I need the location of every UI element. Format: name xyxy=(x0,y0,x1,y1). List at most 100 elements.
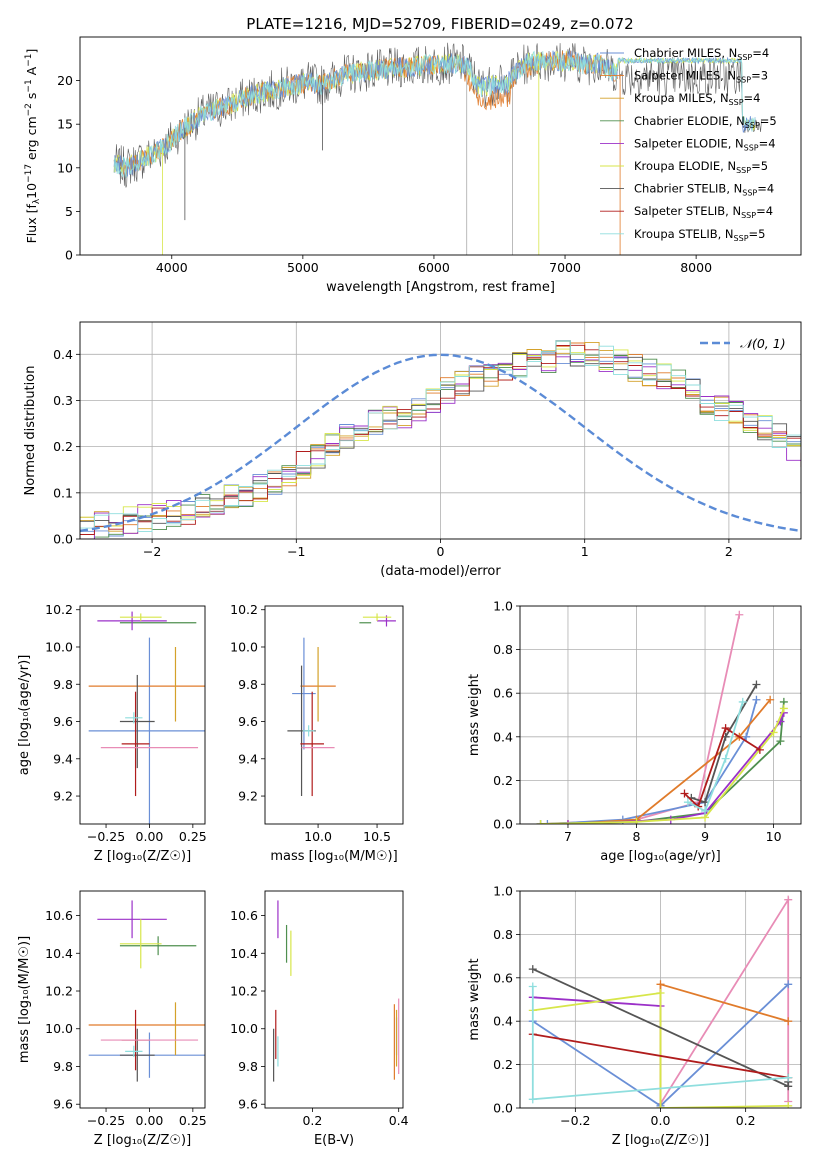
legend-eq: =4 xyxy=(759,136,776,150)
series-marker xyxy=(721,754,730,763)
y-tick-label: 9.4 xyxy=(53,751,73,766)
series-marker xyxy=(683,798,692,807)
y-label-part: A xyxy=(24,66,39,79)
x-tick-label: 10.0 xyxy=(304,829,332,844)
x-tick-label: −0.25 xyxy=(87,1113,125,1128)
y-label-part: erg cm xyxy=(24,116,39,164)
legend-sub: SSP xyxy=(737,53,752,62)
y-axis-label: Normed distribution xyxy=(23,366,38,496)
x-tick-label: 0.0 xyxy=(651,1113,671,1128)
y-tick-label: 0.1 xyxy=(53,485,73,500)
y-axis-label: age [log₁₀(age/yr)] xyxy=(17,655,32,776)
legend-entry: Salpeter ELODIE, NSSP=4 xyxy=(634,136,776,152)
plot-area-spectrum xyxy=(113,42,762,255)
x-tick-label: 1 xyxy=(581,544,589,559)
y-axis-label: mass weight xyxy=(467,674,482,756)
axes-frame xyxy=(519,890,802,1109)
plot-area-massweight-vs-Z xyxy=(520,891,801,1108)
y-tick-label: 1.0 xyxy=(493,884,513,899)
y-axis-label: mass [log₁₀(M/M☉)] xyxy=(17,936,32,1063)
series-line xyxy=(683,726,761,809)
axes-frame xyxy=(79,605,206,825)
y-label-part: −17 xyxy=(24,164,34,183)
y-tick-label: 0.4 xyxy=(493,729,513,744)
series-marker xyxy=(766,695,775,704)
x-axis-label: age [log₁₀(age/yr)] xyxy=(600,849,721,864)
x-tick-label: 5000 xyxy=(287,260,319,275)
x-tick-label: 6000 xyxy=(418,260,450,275)
legend-entry: Chabrier STELIB, NSSP=4 xyxy=(634,182,774,198)
series-marker xyxy=(769,728,778,737)
series-marker xyxy=(755,745,764,754)
legend-label: Chabrier STELIB, N xyxy=(634,182,742,196)
legend-label: Salpeter STELIB, N xyxy=(634,204,741,218)
y-tick-label: 9.8 xyxy=(53,677,73,692)
y-tick-label: 0.2 xyxy=(53,439,73,454)
legend-sub: SSP xyxy=(736,76,751,85)
legend-sub: SSP xyxy=(741,211,756,220)
y-tick-label: 10.0 xyxy=(230,639,258,654)
y-tick-label: 0.4 xyxy=(53,347,73,362)
series-marker xyxy=(632,817,641,824)
series-marker xyxy=(779,704,788,713)
y-tick-label: 9.6 xyxy=(53,714,73,729)
legend-label: Salpeter MILES, N xyxy=(634,69,736,83)
y-label-part: −2 xyxy=(24,103,34,116)
y-tick-label: 9.6 xyxy=(53,1097,73,1112)
series-marker xyxy=(563,820,572,824)
x-tick-label: 7000 xyxy=(549,260,581,275)
legend-eq: =4 xyxy=(757,182,774,196)
histogram-salpeter-stelib xyxy=(80,344,801,535)
series-marker xyxy=(656,980,665,989)
axes-frame xyxy=(79,321,802,540)
y-tick-label: 15 xyxy=(57,117,73,132)
histogram-kroupa-stelib xyxy=(80,340,801,533)
x-tick-label: 9 xyxy=(701,829,709,844)
series-marker xyxy=(735,610,744,619)
y-label-part: ] xyxy=(24,49,39,54)
legend-entry: Kroupa MILES, NSSP=4 xyxy=(634,91,760,107)
y-tick-label: 10 xyxy=(57,160,73,175)
x-tick-label: 0.00 xyxy=(136,829,164,844)
legend-sub: SSP xyxy=(729,98,744,107)
series-marker xyxy=(656,1104,665,1108)
y-tick-label: 10.4 xyxy=(230,946,258,961)
x-tick-label: 0.4 xyxy=(389,1113,409,1128)
series-marker xyxy=(656,988,665,997)
series-line xyxy=(532,1033,789,1079)
legend-eq: =4 xyxy=(756,204,773,218)
y-tick-label: 0.0 xyxy=(493,1101,513,1116)
legend-label: Chabrier ELODIE, N xyxy=(634,114,745,128)
legend-entry: Chabrier ELODIE, NSSP=5 xyxy=(634,114,777,130)
series-marker xyxy=(752,680,761,689)
x-axis-label: mass [log₁₀(M/M☉)] xyxy=(270,849,397,864)
x-tick-label: 10.5 xyxy=(363,829,391,844)
legend-sub: SSP xyxy=(734,234,749,243)
series-marker xyxy=(528,965,537,974)
y-tick-label: 10.2 xyxy=(230,602,258,617)
series-marker xyxy=(543,820,552,824)
y-label-part: 10 xyxy=(24,183,39,199)
y-tick-label: 10.6 xyxy=(45,908,73,923)
legend-sub: SSP xyxy=(744,143,759,152)
legend-sub: SSP xyxy=(745,121,760,130)
series-marker xyxy=(784,895,793,904)
x-tick-label: −1 xyxy=(287,544,305,559)
series-marker xyxy=(752,695,761,704)
series-marker xyxy=(528,1095,537,1104)
panel-massweight-vs-age: 7 8 9 10 0.0 0.2 0.4 0.6 0.8 1.0 age [log₁₀(age/yr… xyxy=(467,599,802,864)
x-tick-label: 0.2 xyxy=(736,1113,756,1128)
plot-area-age-vs-mass xyxy=(287,613,396,797)
legend-eq: =3 xyxy=(751,69,768,83)
x-tick-label: 4000 xyxy=(156,260,188,275)
x-axis-label: Z [log₁₀(Z/Z☉)] xyxy=(94,1133,191,1148)
y-tick-label: 9.2 xyxy=(53,789,73,804)
legend-entry: Kroupa STELIB, NSSP=5 xyxy=(634,227,765,243)
plot-area-mass-vs-ebv xyxy=(273,900,400,1082)
legend-eq: =5 xyxy=(751,159,768,173)
legend-entry: Chabrier MILES, NSSP=4 xyxy=(634,46,769,62)
axes-frame xyxy=(264,605,404,825)
x-tick-label: 7 xyxy=(564,829,572,844)
series-marker xyxy=(738,697,747,706)
